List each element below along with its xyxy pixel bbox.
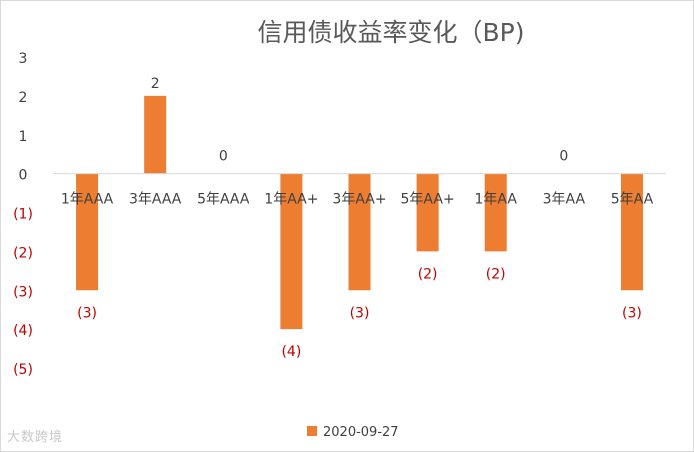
y-tick-label: 3	[19, 51, 28, 67]
x-tick-label: 1年AA+	[264, 192, 318, 208]
legend-label: 2020-09-27	[323, 425, 399, 440]
x-tick-label: 1年AAA	[61, 192, 114, 208]
data-label: (3)	[622, 305, 642, 321]
bar-series	[76, 95, 643, 330]
y-tick-label: 0	[19, 168, 28, 184]
data-label: 0	[559, 149, 568, 165]
x-tick-label: 3年AA+	[332, 192, 386, 208]
y-tick-label: (1)	[13, 207, 33, 223]
bar	[76, 173, 99, 291]
x-tick-label: 5年AAA	[197, 192, 250, 208]
bar	[144, 95, 167, 174]
data-label: 0	[219, 149, 228, 165]
data-label: 2	[151, 76, 160, 92]
data-label: (2)	[418, 266, 438, 282]
x-tick-label: 1年AA	[474, 192, 517, 208]
data-label: (3)	[350, 305, 370, 321]
y-tick-label: (5)	[13, 362, 33, 378]
x-tick-label: 5年AA	[611, 192, 654, 208]
data-label: (4)	[281, 344, 301, 360]
bar	[348, 173, 371, 291]
data-label: (3)	[77, 305, 97, 321]
chart-title: 信用债收益率变化（BP)	[258, 18, 525, 47]
y-tick-label: 2	[19, 90, 28, 106]
watermark-text: 大数跨境	[7, 430, 64, 445]
bar	[280, 173, 303, 330]
y-tick-label: (3)	[13, 284, 33, 300]
y-tick-label: (2)	[13, 245, 33, 261]
data-label: (2)	[486, 266, 506, 282]
y-axis: 3 2 1 0 (1) (2) (3) (4) (5)	[13, 51, 33, 378]
y-tick-label: 1	[19, 129, 28, 145]
data-labels: (3) 2 0 (4) (3) (2) (2) 0 (3)	[77, 76, 642, 360]
x-tick-label: 3年AAA	[129, 192, 182, 208]
bar	[484, 173, 507, 252]
bar	[416, 173, 439, 252]
x-tick-label: 3年AA	[543, 192, 586, 208]
bar	[620, 173, 643, 291]
x-tick-label: 5年AA+	[401, 192, 455, 208]
x-axis: 1年AAA 3年AAA 5年AAA 1年AA+ 3年AA+ 5年AA+ 1年AA 3年AA 5年…	[61, 192, 654, 208]
y-tick-label: (4)	[13, 323, 33, 339]
legend-swatch	[307, 426, 317, 436]
legend: 2020-09-27	[307, 425, 399, 440]
